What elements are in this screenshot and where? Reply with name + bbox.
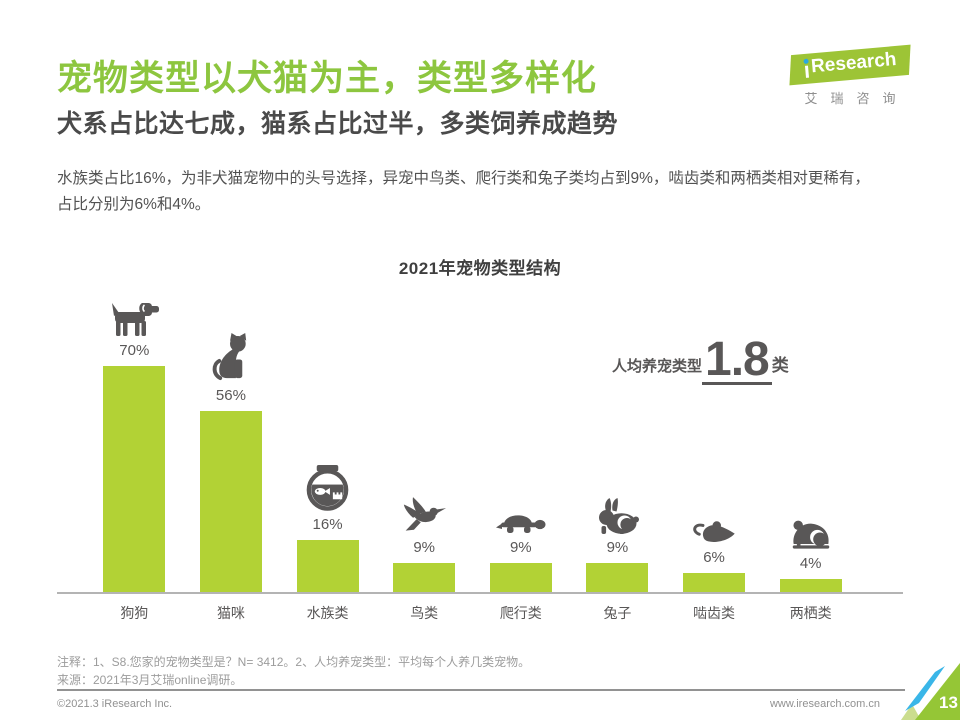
footnote-source: 来源：2021年3月艾瑞online调研。 [57,673,243,687]
footnote-note: 注释：1、S8.您家的宠物类型是？N= 3412。2、人均养宠类型：平均每个人养… [57,655,531,669]
bar-value-label: 9% [606,539,629,556]
logo-i-glyph [803,58,810,78]
rodent-icon [691,518,737,544]
kpi-average-pet-types: 人均养宠类型 1.8 类 [612,335,789,386]
bar [489,563,552,592]
bar [586,563,649,592]
logo-brand-text: Research [809,48,898,78]
bar-chart: 70% 56% 16% 9% 9% 9% 6% 4% [86,278,859,592]
logo-band: Research [789,44,911,86]
chart-bar-column: 70% [86,278,183,592]
kpi-value: 1.8 [702,335,772,386]
iresearch-logo: Research 艾瑞咨询 [789,44,911,107]
page-title: 宠物类型以犬猫为主，类型多样化 [57,59,598,98]
category-label: 狗狗 [120,605,149,621]
copyright-text: ©2021.3 iResearch Inc. [57,698,173,710]
bar-value-label: 9% [509,539,532,556]
frog-icon [790,518,832,550]
kpi-unit: 类 [771,356,789,376]
intro-paragraph: 水族类占比16%，为非犬猫宠物中的头号选择，异宠中鸟类、爬行类和兔子类均占到9%… [57,166,917,217]
bar-value-label: 9% [413,539,436,556]
kpi-label: 人均养宠类型 [612,358,703,376]
fishbowl-icon [304,464,351,511]
bar-value-label: 6% [703,549,725,566]
bar [779,579,842,592]
bar [296,540,359,592]
chart-bar-column: 4% [762,278,859,592]
category-label: 猫咪 [216,605,245,621]
corner-green-triangle [915,663,960,720]
footer-divider [57,689,905,691]
bar [393,563,456,592]
corner-teal-stripe [905,666,945,711]
dog-icon [108,301,160,337]
chart-bar-column: 56% [183,278,280,592]
chart-bar-column: 9% [569,278,666,592]
corner-page-number-graphic: 13 [901,663,960,720]
category-label: 两栖类 [789,605,832,621]
footnotes: 注释：1、S8.您家的宠物类型是？N= 3412。2、人均养宠类型：平均每个人养… [57,653,530,689]
bird-icon [402,497,446,534]
chart-bar-column: 6% [666,278,763,592]
category-labels-row: 狗狗 猫咪 水族类 鸟类 爬行类 兔子 啮齿类 两栖类 [86,603,859,623]
website-text: www.iresearch.com.cn [769,698,880,710]
corner-light-green-triangle [901,704,921,720]
chart-title: 2021年宠物类型结构 [398,259,562,278]
bar [199,411,262,592]
category-label: 爬行类 [499,605,542,621]
chart-bar-column: 9% [376,278,473,592]
bar-value-label: 56% [215,387,246,404]
category-label: 鸟类 [410,605,439,621]
bar [103,366,166,592]
turtle-icon [496,505,546,534]
logo-i-stem [804,65,810,78]
cat-icon [211,333,251,382]
category-label: 水族类 [306,605,349,621]
logo-chinese-name: 艾瑞咨询 [804,91,909,106]
bar-value-label: 4% [799,555,822,572]
page-subtitle: 犬系占比达七成，猫系占比过半，多类饲养成趋势 [57,110,619,138]
logo-i-dot [803,58,809,64]
intro-line-2: 占比分别为6%和4%。 [57,195,211,213]
page-number: 13 [939,693,958,712]
chart-bar-column: 9% [473,278,570,592]
category-label: 兔子 [603,605,632,621]
bar-value-label: 16% [312,516,343,533]
rabbit-icon [595,498,639,534]
bar [683,573,746,592]
bar-value-label: 70% [119,342,150,359]
intro-line-1: 水族类占比16%，为非犬猫宠物中的头号选择，异宠中鸟类、爬行类和兔子类均占到9%… [57,170,870,187]
chart-bar-column: 16% [279,278,376,592]
category-label: 啮齿类 [693,605,736,621]
x-axis-line [57,592,903,594]
